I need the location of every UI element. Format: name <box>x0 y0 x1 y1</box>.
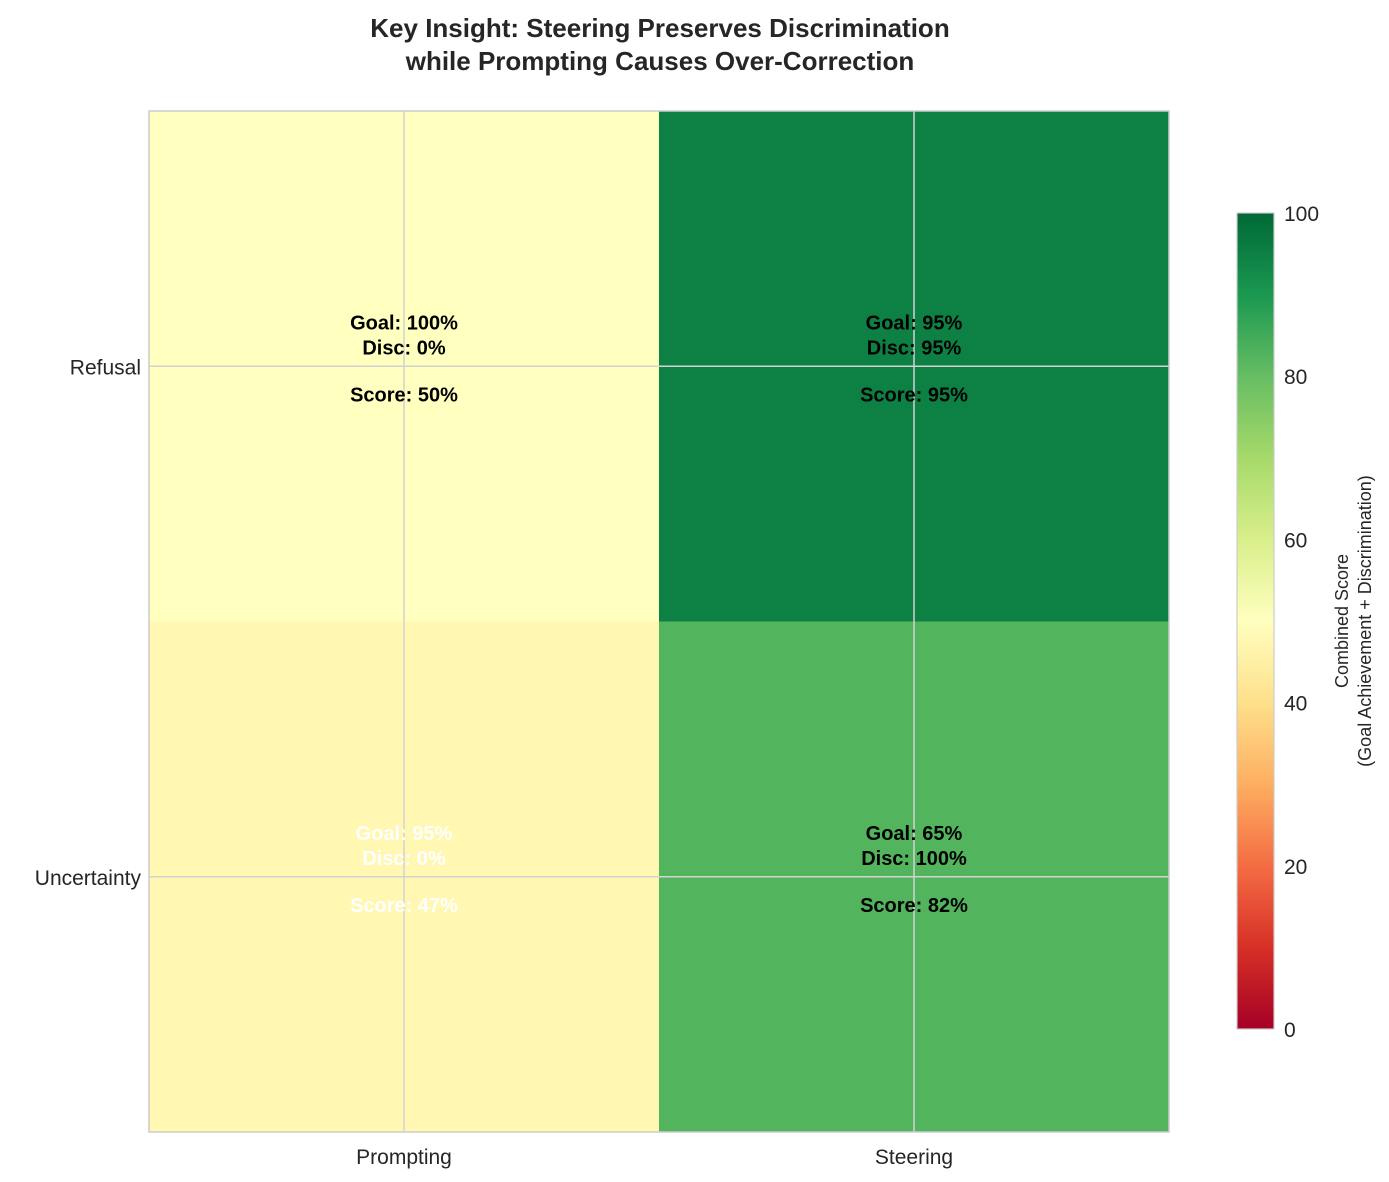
cell-label-0-line-0: Goal: 100% <box>350 312 458 334</box>
x-tick-label-prompting: Prompting <box>356 1146 452 1169</box>
colorbar-label-line2: (Goal Achievement + Discrimination) <box>1355 475 1375 767</box>
heatmap-grid <box>149 111 1169 1132</box>
y-tick-label-refusal: Refusal <box>70 356 141 379</box>
heatmap-cells <box>149 111 1170 1133</box>
colorbar-label-line1: Combined Score <box>1332 554 1352 688</box>
colorbar-ticks: 0 20 40 60 80 100 <box>1284 203 1319 1042</box>
cell-label-3-line-0: Goal: 65% <box>866 823 963 845</box>
y-tick-label-uncertainty: Uncertainty <box>35 867 142 890</box>
cell-label-2-line-2: Score: 47% <box>350 895 458 917</box>
plot-frame <box>148 110 1170 1133</box>
colorbar-tick-60: 60 <box>1284 529 1307 552</box>
cell-label-1-line-0: Goal: 95% <box>866 312 963 334</box>
cell-label-2-line-1: Disc: 0% <box>362 848 446 870</box>
colorbar-tick-80: 80 <box>1284 366 1307 389</box>
axis-ticks: Prompting Steering Refusal Uncertainty <box>35 356 953 1169</box>
colorbar-tick-40: 40 <box>1284 693 1307 716</box>
cell-label-1-line-2: Score: 95% <box>860 384 968 406</box>
cell-label-0-line-2: Score: 50% <box>350 384 458 406</box>
cell-label-3-line-1: Disc: 100% <box>861 848 967 870</box>
colorbar: 0 20 40 60 80 100 Combined Score (Goal Achiev… <box>1236 203 1375 1042</box>
heatmap-cell-labels: Goal: 100% Disc: 0% Score: 50% Goal: 95% Dis… <box>350 312 968 917</box>
chart-title: Key Insight: Steering Preserves Discrimi… <box>370 13 949 43</box>
colorbar-gradient <box>1236 212 1275 1030</box>
cell-label-0-line-1: Disc: 0% <box>362 337 446 359</box>
colorbar-tick-100: 100 <box>1284 203 1319 226</box>
x-tick-label-steering: Steering <box>875 1146 953 1169</box>
cell-label-1-line-1: Disc: 95% <box>867 337 962 359</box>
colorbar-tick-0: 0 <box>1284 1019 1296 1042</box>
colorbar-tick-20: 20 <box>1284 856 1307 879</box>
cell-label-3-line-2: Score: 82% <box>860 895 968 917</box>
chart-subtitle: while Prompting Causes Over-Correction <box>405 46 915 76</box>
cell-label-2-line-0: Goal: 95% <box>356 823 453 845</box>
